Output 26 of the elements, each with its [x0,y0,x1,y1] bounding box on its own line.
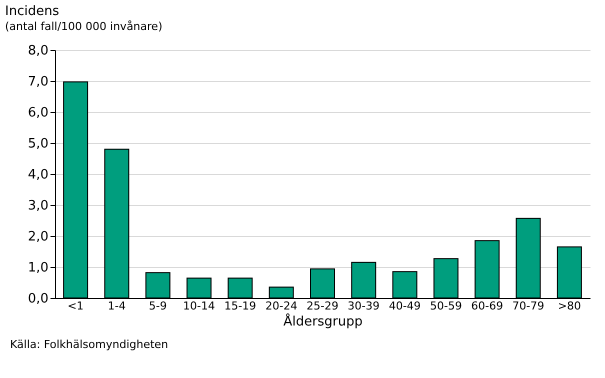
x-tick-label: <1 [67,300,84,312]
x-tick-label: 5-9 [148,300,167,312]
y-tick-label: 7,0 [28,74,48,90]
x-tick-label: 60-69 [471,300,504,312]
x-tick-label: 70-79 [512,300,544,312]
x-tick-label: 50-59 [430,300,462,312]
y-tick-label: 1,0 [28,260,48,276]
x-axis-title: Åldersgrupp [283,312,363,330]
x-tick-label: 1-4 [108,300,126,312]
chart-subtitle: (antal fall/100 000 invånare) [5,20,162,33]
y-tick-label: 3,0 [28,198,48,214]
x-tick-label: 10-14 [183,300,216,312]
text: Källa: Folkhälsomyndigheten [10,338,168,351]
y-tick-label: 6,0 [28,106,48,120]
y-tick-label: 4,0 [28,168,48,182]
x-tick-label: 30-39 [348,300,380,312]
x-tick-label: 20-24 [265,300,298,312]
x-tick-label: 40-49 [388,300,421,312]
x-tick-label: 25-29 [306,300,338,312]
y-tick-label: 8,0 [28,44,48,58]
x-tick-label: >80 [558,300,582,312]
chart-title: Incidens [5,4,60,19]
y-tick-label: 2,0 [28,230,48,244]
y-tick-label: 5,0 [28,136,48,152]
x-tick-label: 15-19 [224,300,256,312]
y-tick-label: 0,0 [28,292,48,306]
